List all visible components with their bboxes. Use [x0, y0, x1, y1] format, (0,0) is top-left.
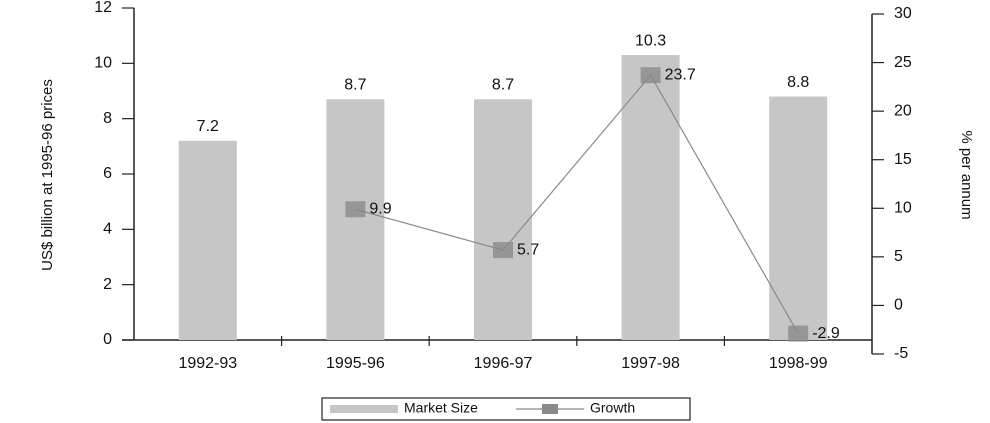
bar — [474, 99, 532, 340]
line-value-label: 9.9 — [369, 200, 391, 217]
x-tick-label: 1998-99 — [769, 355, 828, 372]
bar-value-label: 7.2 — [197, 118, 219, 135]
y-tick-label: 4 — [103, 221, 112, 238]
bar — [769, 96, 828, 341]
bar — [326, 99, 385, 340]
legend-label: Market Size — [404, 400, 478, 416]
line-marker — [345, 201, 366, 218]
x-tick-label: 1995-96 — [326, 355, 385, 372]
y2-tick-label: 5 — [894, 248, 903, 265]
line-value-label: -2.9 — [812, 325, 840, 342]
line-marker — [493, 242, 513, 259]
y2-axis-label: % per annum — [958, 130, 975, 219]
y-tick-label: 10 — [94, 55, 112, 72]
y2-tick-label: 10 — [894, 200, 912, 217]
bar-value-label: 10.3 — [635, 32, 666, 49]
y-axis-label: US$ billion at 1995-96 prices — [39, 79, 56, 271]
line-marker — [788, 325, 809, 342]
y2-tick-label: 15 — [894, 151, 912, 168]
y-tick-label: 8 — [103, 110, 112, 127]
line-value-label: 23.7 — [665, 66, 696, 83]
legend-swatch-marker — [542, 404, 558, 414]
y-tick-label: 0 — [103, 331, 112, 348]
y-tick-label: 12 — [94, 0, 112, 16]
y2-tick-label: 25 — [894, 54, 912, 71]
bar — [178, 140, 237, 340]
legend-swatch — [330, 405, 398, 413]
legend-box — [321, 397, 691, 421]
y2-tick-label: 30 — [894, 5, 912, 22]
y2-tick-label: 0 — [894, 297, 903, 314]
y-tick-label: 6 — [103, 165, 112, 182]
bar — [621, 55, 680, 341]
growth-line — [355, 74, 799, 334]
legend-label: Growth — [590, 400, 635, 416]
bar-value-label: 8.8 — [787, 74, 809, 91]
line-value-label: 5.7 — [517, 241, 539, 258]
bar-value-label: 8.7 — [344, 77, 366, 94]
line-marker — [640, 67, 661, 84]
x-tick-label: 1997-98 — [621, 355, 680, 372]
bar-value-label: 8.7 — [492, 77, 514, 94]
x-tick-label: 1996-97 — [474, 355, 533, 372]
y-tick-label: 2 — [103, 276, 112, 293]
x-tick-label: 1992-93 — [178, 355, 237, 372]
y2-tick-label: 20 — [894, 102, 912, 119]
y2-tick-label: -5 — [894, 345, 908, 362]
